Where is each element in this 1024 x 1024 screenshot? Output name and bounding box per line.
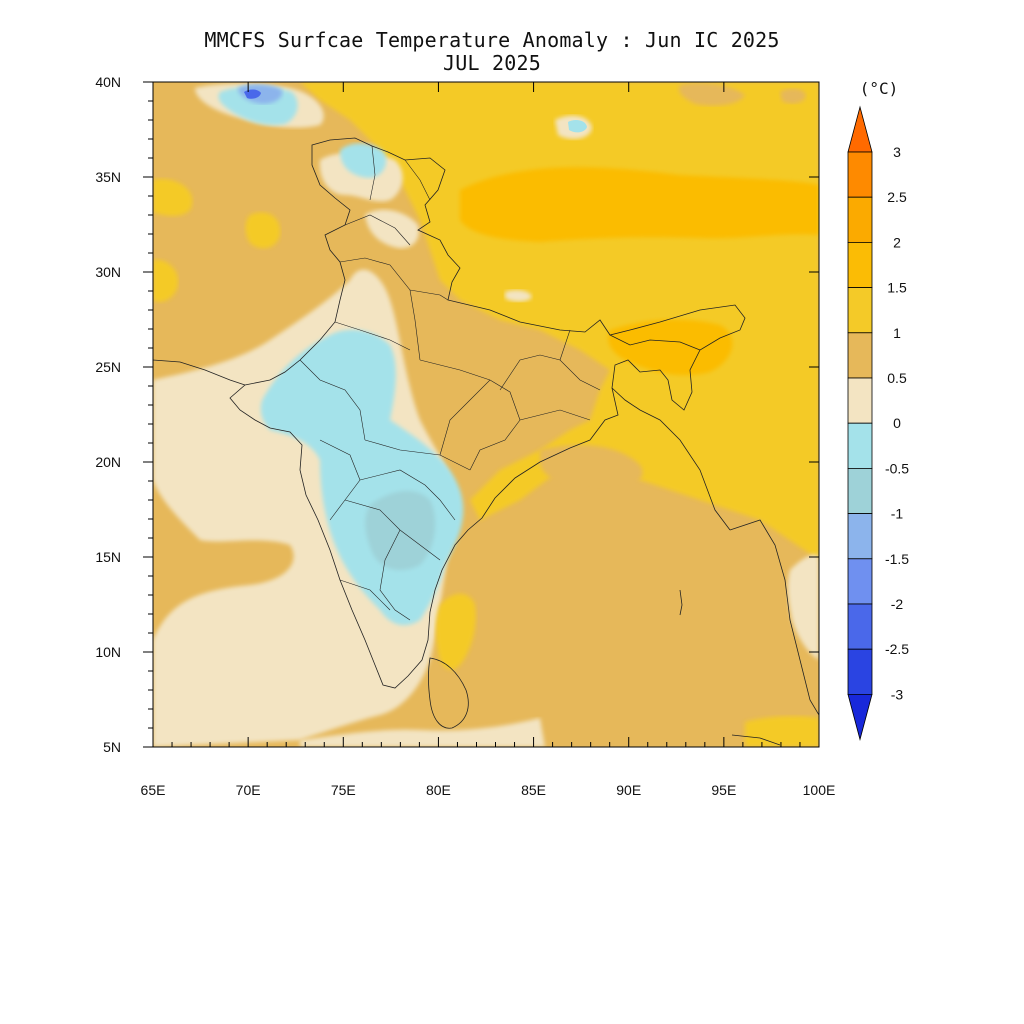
srilanka-outline — [428, 657, 469, 729]
india-outline — [229, 137, 746, 689]
field-1-1.5-pak-blob — [245, 212, 281, 249]
colorbar-label: 1 — [893, 325, 901, 341]
x-axis: 65E 70E 75E 80E 85E 90E 95E 100E — [141, 82, 836, 798]
field-0-0.5-south — [300, 718, 545, 747]
y-axis: 5N 10N 15N 20N 25N 30N 35N 40N — [95, 74, 819, 755]
field-1-1.5-west-dot — [153, 259, 179, 302]
colorbar-label: -2 — [891, 596, 904, 612]
colorbar-segment — [847, 648, 873, 695]
bangladesh-border — [611, 387, 731, 531]
myanmar-border — [729, 519, 819, 716]
field-1-1.5-northwest-blob — [153, 179, 193, 216]
colorbar-segment — [847, 513, 873, 560]
field-neg0.5-0-tibet-dot — [568, 119, 587, 133]
colorbar-segment — [847, 603, 873, 650]
field-1.5-2-tibet — [460, 167, 819, 242]
colorbar-label: 2 — [893, 234, 901, 250]
colorbar-segment — [847, 558, 873, 605]
colorbar-label: 2.5 — [887, 189, 907, 205]
anomaly-field — [153, 82, 819, 747]
x-tick-label: 90E — [616, 782, 641, 798]
x-tick-label: 75E — [331, 782, 356, 798]
colorbar-segment — [847, 241, 873, 288]
colorbar-segment — [847, 332, 873, 379]
x-tick-label: 95E — [711, 782, 736, 798]
x-tick-label: 65E — [141, 782, 166, 798]
andaman-border — [679, 589, 683, 616]
colorbar-label: -3 — [891, 686, 904, 702]
colorbar-bottom-arrow — [847, 694, 873, 741]
pakistan-border — [153, 359, 246, 386]
x-tick-label: 85E — [521, 782, 546, 798]
y-tick-label: 35N — [95, 169, 121, 185]
colorbar-segment — [847, 287, 873, 334]
colorbar-label: 0 — [893, 415, 901, 431]
colorbar-label: -1 — [891, 506, 904, 522]
colorbar-label: -1.5 — [885, 551, 909, 567]
y-tick-label: 30N — [95, 264, 121, 280]
state-lines — [299, 145, 601, 621]
colorbar-segment — [847, 422, 873, 469]
y-tick-label: 25N — [95, 359, 121, 375]
field-1.5-2-northeast — [608, 319, 733, 376]
map-subtitle: JUL 2025 — [443, 51, 541, 75]
x-tick-label: 100E — [803, 782, 836, 798]
field-0.5-1-ne-blob — [780, 88, 806, 104]
map-frame — [152, 81, 820, 748]
colorbar-label: -2.5 — [885, 641, 909, 657]
field-0.5-1-east-arm — [540, 445, 643, 490]
x-tick-label: 70E — [236, 782, 261, 798]
field-0-0.5-east-dot — [505, 289, 532, 302]
field-1-1.5-srilanka — [435, 593, 476, 670]
country-state-boundaries — [153, 137, 819, 746]
ne-states-border — [609, 334, 701, 351]
colorbar-label: 1.5 — [887, 280, 907, 296]
colorbar-top-arrow — [847, 105, 873, 153]
bottom-right-border — [731, 734, 781, 746]
y-tick-label: 20N — [95, 454, 121, 470]
colorbar: (°C) 3 2.5 2 1.5 1 0.5 0 -0.5 -1 -1.5 -2 -2.5 -3 — [847, 79, 909, 741]
y-tick-label: 40N — [95, 74, 121, 90]
map-title: MMCFS Surfcae Temperature Anomaly : Jun … — [204, 28, 780, 52]
colorbar-segment — [847, 151, 873, 198]
field-0-0.5-myanmar-east — [787, 554, 819, 660]
y-tick-label: 5N — [103, 739, 121, 755]
colorbar-segment — [847, 196, 873, 243]
x-tick-label: 80E — [426, 782, 451, 798]
y-tick-label: 15N — [95, 549, 121, 565]
field-1-1.5-southeast — [745, 716, 819, 747]
colorbar-label: -0.5 — [885, 460, 909, 476]
field-0.5-1-north-blob — [678, 82, 745, 106]
colorbar-label: 3 — [893, 144, 901, 160]
colorbar-segment — [847, 377, 873, 424]
colorbar-label: 0.5 — [887, 370, 907, 386]
colorbar-segment — [847, 467, 873, 514]
colorbar-unit: (°C) — [860, 79, 899, 98]
y-tick-label: 10N — [95, 644, 121, 660]
